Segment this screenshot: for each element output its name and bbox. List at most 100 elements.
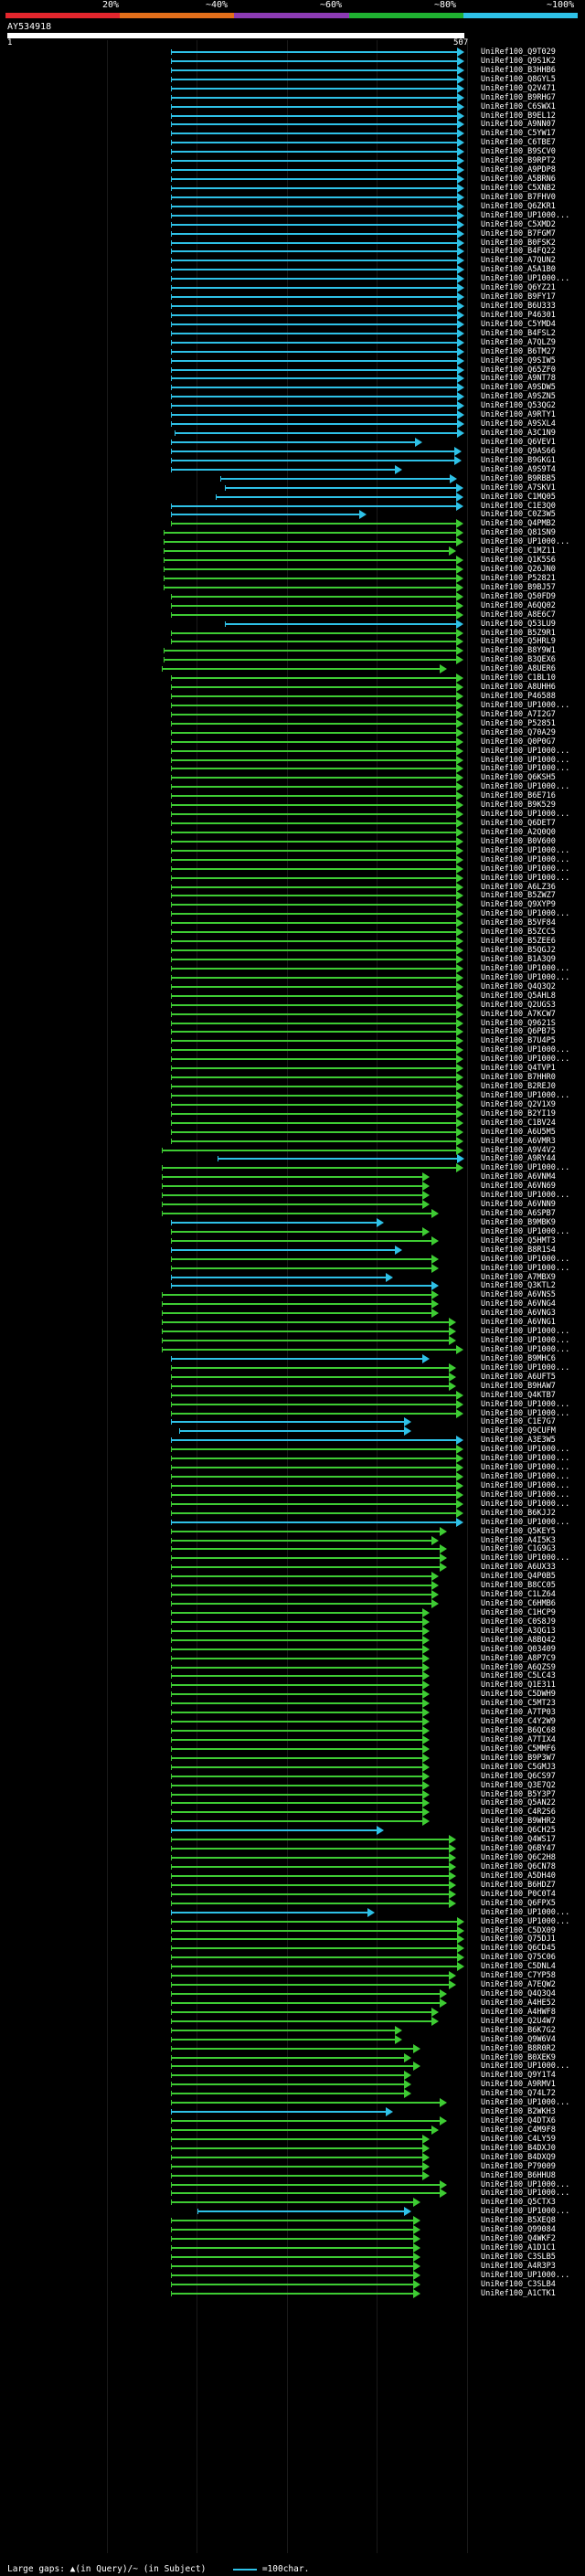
- hit-label-link[interactable]: UniRef100_B7HHR0: [481, 1073, 556, 1083]
- hit-label-link[interactable]: UniRef100_Q4WKF2: [481, 2234, 556, 2244]
- hit-alignment-line[interactable]: [170, 2010, 431, 2013]
- hit-alignment-line[interactable]: [170, 749, 457, 752]
- hit-label-link[interactable]: UniRef100_Q99084: [481, 2225, 556, 2235]
- hit-label-link[interactable]: UniRef100_UP1000...: [481, 1327, 570, 1337]
- hit-label-link[interactable]: UniRef100_Q0P0G7: [481, 737, 556, 747]
- hit-alignment-line[interactable]: [170, 1094, 457, 1097]
- hit-label-link[interactable]: UniRef100_Q1E311: [481, 1680, 556, 1691]
- hit-alignment-line[interactable]: [170, 323, 457, 325]
- hit-alignment-line[interactable]: [170, 1793, 422, 1796]
- hit-alignment-line[interactable]: [170, 1012, 457, 1015]
- hit-label-link[interactable]: UniRef100_UP1000...: [481, 2098, 570, 2108]
- hit-label-link[interactable]: UniRef100_C1G9G3: [481, 1544, 556, 1554]
- hit-label-link[interactable]: UniRef100_B9P3W7: [481, 1753, 556, 1763]
- hit-label-link[interactable]: UniRef100_B7U4P5: [481, 1036, 556, 1046]
- hit-alignment-line[interactable]: [179, 1430, 404, 1433]
- hit-label-link[interactable]: UniRef100_B5ZWZ7: [481, 891, 556, 901]
- hit-alignment-line[interactable]: [170, 1448, 457, 1451]
- hit-label-link[interactable]: UniRef100_UP1000...: [481, 1362, 570, 1373]
- hit-alignment-line[interactable]: [170, 2247, 413, 2250]
- hit-label-link[interactable]: UniRef100_UP1000...: [481, 274, 570, 284]
- hit-alignment-line[interactable]: [170, 269, 457, 271]
- hit-label-link[interactable]: UniRef100_UP1000...: [481, 1517, 570, 1527]
- hit-label-link[interactable]: UniRef100_UP1000...: [481, 764, 570, 774]
- hit-alignment-line[interactable]: [170, 2292, 413, 2295]
- hit-alignment-line[interactable]: [170, 1022, 457, 1024]
- hit-alignment-line[interactable]: [170, 1067, 457, 1070]
- hit-label-link[interactable]: UniRef100_UP1000...: [481, 782, 570, 792]
- hit-label-link[interactable]: UniRef100_Q9W6V4: [481, 2034, 556, 2044]
- hit-label-link[interactable]: UniRef100_C3SLB5: [481, 2252, 556, 2262]
- hit-alignment-line[interactable]: [161, 668, 441, 671]
- hit-label-link[interactable]: UniRef100_B9MHC6: [481, 1353, 556, 1363]
- hit-label-link[interactable]: UniRef100_C7YP58: [481, 1971, 556, 1981]
- hit-alignment-line[interactable]: [170, 2174, 422, 2177]
- hit-label-link[interactable]: UniRef100_A3C1N9: [481, 429, 556, 439]
- hit-alignment-line[interactable]: [170, 1802, 422, 1805]
- hit-label-link[interactable]: UniRef100_A6VN69: [481, 1182, 556, 1192]
- hit-label-link[interactable]: UniRef100_Q9SIW5: [481, 355, 556, 366]
- hit-alignment-line[interactable]: [170, 359, 457, 362]
- hit-alignment-line[interactable]: [170, 704, 457, 706]
- hit-label-link[interactable]: UniRef100_UP1000...: [481, 2270, 570, 2280]
- hit-alignment-line[interactable]: [170, 2156, 422, 2158]
- hit-alignment-line[interactable]: [170, 840, 457, 843]
- hit-label-link[interactable]: UniRef100_B5VF84: [481, 918, 556, 928]
- hit-alignment-line[interactable]: [161, 1176, 422, 1179]
- hit-alignment-line[interactable]: [170, 2238, 413, 2241]
- hit-label-link[interactable]: UniRef100_UP1000...: [481, 972, 570, 982]
- hit-alignment-line[interactable]: [170, 1267, 431, 1269]
- hit-alignment-line[interactable]: [170, 631, 457, 634]
- hit-alignment-line[interactable]: [170, 1811, 422, 1814]
- hit-label-link[interactable]: UniRef100_A6VNG3: [481, 1309, 556, 1319]
- hit-label-link[interactable]: UniRef100_B9K529: [481, 800, 556, 811]
- hit-label-link[interactable]: UniRef100_C5LC43: [481, 1671, 556, 1681]
- hit-alignment-line[interactable]: [170, 922, 457, 925]
- hit-alignment-line[interactable]: [170, 2111, 387, 2114]
- hit-alignment-line[interactable]: [170, 2192, 441, 2195]
- hit-alignment-line[interactable]: [170, 876, 457, 879]
- hit-label-link[interactable]: UniRef100_A8P7C9: [481, 1653, 556, 1663]
- hit-alignment-line[interactable]: [170, 396, 457, 398]
- hit-alignment-line[interactable]: [170, 1357, 422, 1360]
- hit-alignment-line[interactable]: [170, 2093, 404, 2095]
- hit-alignment-line[interactable]: [170, 595, 457, 598]
- hit-alignment-line[interactable]: [170, 1829, 378, 1832]
- hit-label-link[interactable]: UniRef100_UP1000...: [481, 700, 570, 710]
- hit-label-link[interactable]: UniRef100_UP1000...: [481, 537, 570, 547]
- hit-label-link[interactable]: UniRef100_Q75C06: [481, 1953, 556, 1963]
- hit-label-link[interactable]: UniRef100_UP1000...: [481, 1489, 570, 1500]
- hit-label-link[interactable]: UniRef100_A7SKV1: [481, 482, 556, 493]
- hit-alignment-line[interactable]: [163, 550, 450, 553]
- hit-alignment-line[interactable]: [170, 2056, 404, 2059]
- hit-alignment-line[interactable]: [170, 450, 455, 452]
- hit-label-link[interactable]: UniRef100_Q03409: [481, 1644, 556, 1654]
- hit-label-link[interactable]: UniRef100_C5MT23: [481, 1699, 556, 1709]
- hit-label-link[interactable]: UniRef100_Q74L72: [481, 2089, 556, 2099]
- hit-alignment-line[interactable]: [170, 2255, 413, 2258]
- hit-alignment-line[interactable]: [170, 1530, 441, 1532]
- hit-alignment-line[interactable]: [170, 278, 457, 281]
- hit-label-link[interactable]: UniRef100_Q4Q3Q2: [481, 981, 556, 991]
- hit-label-link[interactable]: UniRef100_UP1000...: [481, 1344, 570, 1354]
- hit-alignment-line[interactable]: [170, 2229, 413, 2231]
- hit-alignment-line[interactable]: [170, 440, 415, 443]
- hit-alignment-line[interactable]: [170, 2120, 441, 2123]
- hit-label-link[interactable]: UniRef100_C1BV24: [481, 1118, 556, 1128]
- hit-alignment-line[interactable]: [170, 423, 457, 426]
- hit-label-link[interactable]: UniRef100_A7QLZ9: [481, 337, 556, 347]
- hit-alignment-line[interactable]: [170, 904, 457, 906]
- hit-alignment-line[interactable]: [224, 486, 457, 489]
- hit-alignment-line[interactable]: [170, 69, 457, 71]
- hit-label-link[interactable]: UniRef100_Q5HMT3: [481, 1235, 556, 1246]
- hit-alignment-line[interactable]: [170, 350, 457, 353]
- hit-label-link[interactable]: UniRef100_UP1000...: [481, 1191, 570, 1201]
- hit-alignment-line[interactable]: [170, 2283, 413, 2285]
- hit-alignment-line[interactable]: [170, 1557, 441, 1560]
- hit-alignment-line[interactable]: [170, 1130, 457, 1133]
- hit-label-link[interactable]: UniRef100_B3QEX6: [481, 655, 556, 665]
- hit-label-link[interactable]: UniRef100_B7FGM7: [481, 228, 556, 239]
- hit-label-link[interactable]: UniRef100_P46588: [481, 692, 556, 702]
- hit-alignment-line[interactable]: [170, 1911, 368, 1913]
- hit-label-link[interactable]: UniRef100_C5MMF6: [481, 1744, 556, 1754]
